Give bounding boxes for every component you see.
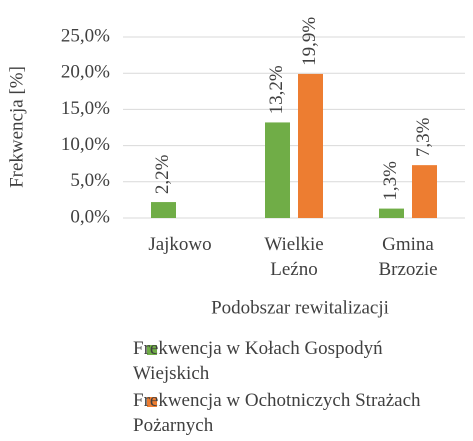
bar — [298, 73, 323, 218]
data-label: 19,9% — [299, 17, 320, 66]
legend-label: Frekwencja w Ochotniczych Strażach Pożarn… — [133, 390, 421, 436]
y-tick-label: 25,0% — [61, 25, 110, 46]
y-tick-label: 5,0% — [70, 170, 110, 191]
y-tick-label: 0,0% — [70, 206, 110, 227]
x-axis-title: Podobszar rewitalizacji — [211, 297, 389, 318]
bar — [379, 208, 404, 218]
bar — [151, 202, 176, 218]
y-tick-label: 20,0% — [61, 62, 110, 83]
data-label: 13,2% — [266, 65, 287, 114]
legend-label: Frekwencja w Kołach Gospodyń Wiejskich — [133, 338, 383, 384]
x-tick-label: Jajkowo — [148, 234, 211, 255]
data-label: 1,3% — [380, 161, 401, 201]
legend-swatch — [147, 345, 157, 355]
y-axis-title: Frekwencja [%] — [6, 66, 27, 188]
data-label: 2,2% — [152, 154, 173, 194]
data-label: 7,3% — [413, 117, 434, 157]
bar — [265, 122, 290, 218]
y-tick-label: 10,0% — [61, 134, 110, 155]
legend-swatch — [147, 397, 157, 407]
y-tick-label: 15,0% — [61, 98, 110, 119]
x-tick-label: Wielkie Leźno — [264, 234, 323, 280]
x-tick-label: Gmina Brzozie — [378, 234, 437, 280]
bar — [412, 165, 437, 218]
